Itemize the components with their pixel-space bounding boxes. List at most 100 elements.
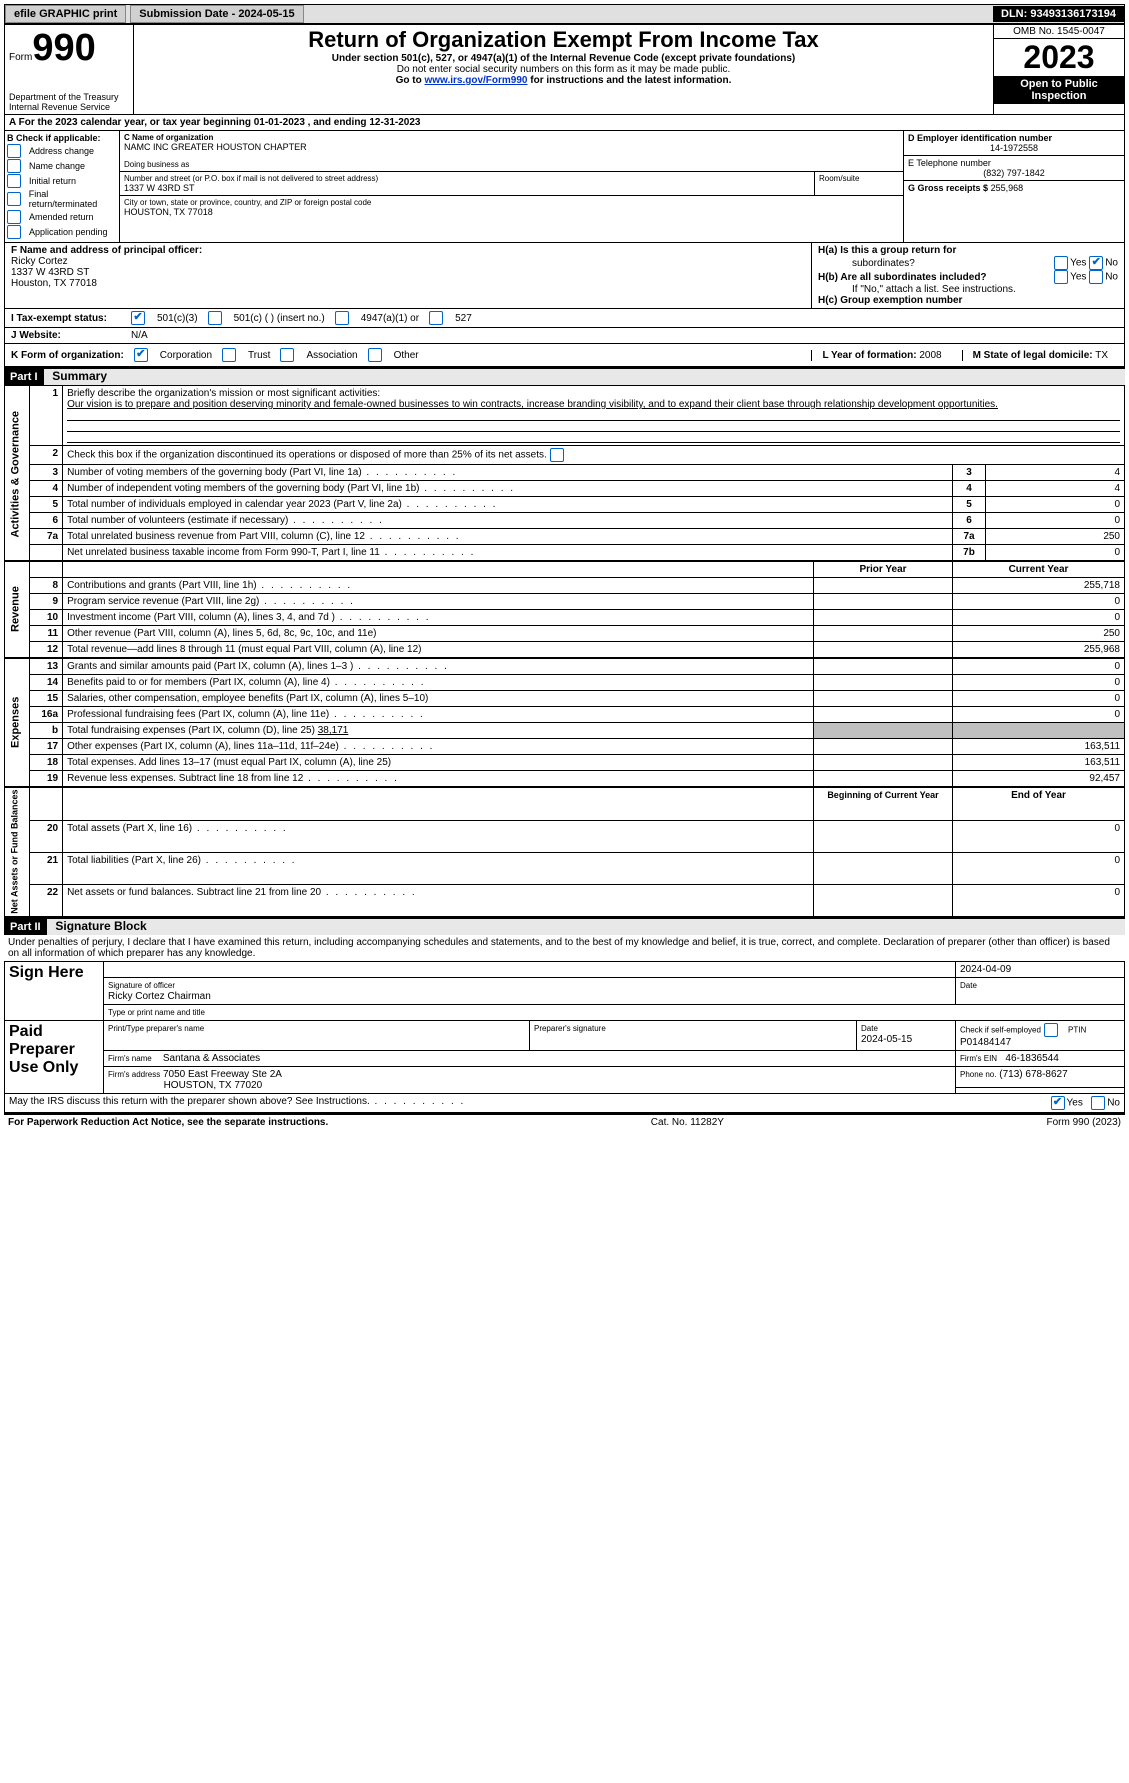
part1-header: Part I bbox=[4, 369, 44, 385]
checkbox-initial-return[interactable] bbox=[7, 174, 21, 188]
omb-number: OMB No. 1545-0047 bbox=[994, 25, 1124, 39]
gross-value: 255,968 bbox=[991, 183, 1024, 193]
v5: 0 bbox=[986, 497, 1125, 513]
checkbox-amended[interactable] bbox=[7, 210, 21, 224]
sig-officer-label: Signature of officer bbox=[108, 981, 175, 990]
efile-print-button[interactable]: efile GRAPHIC print bbox=[5, 5, 126, 23]
l2: Check this box if the organization disco… bbox=[67, 450, 547, 461]
subtitle-2: Do not enter social security numbers on … bbox=[140, 64, 987, 75]
l5: Total number of individuals employed in … bbox=[67, 499, 497, 510]
l11: Other revenue (Part VIII, column (A), li… bbox=[67, 628, 376, 639]
state-domicile: TX bbox=[1095, 350, 1108, 361]
section-a: A For the 2023 calendar year, or tax yea… bbox=[4, 115, 1125, 131]
footer-left: For Paperwork Reduction Act Notice, see … bbox=[8, 1117, 328, 1128]
print-label: Print/Type preparer's name bbox=[108, 1024, 204, 1033]
l10: Investment income (Part VIII, column (A)… bbox=[67, 612, 430, 623]
c9: 0 bbox=[953, 594, 1125, 610]
hdr-prior: Prior Year bbox=[814, 561, 953, 578]
l16a: Professional fundraising fees (Part IX, … bbox=[67, 709, 425, 720]
checkbox-name-change[interactable] bbox=[7, 159, 21, 173]
c14: 0 bbox=[953, 675, 1125, 691]
cb-discontinued[interactable] bbox=[550, 448, 564, 462]
footer: For Paperwork Reduction Act Notice, see … bbox=[4, 1113, 1125, 1130]
l8: Contributions and grants (Part VIII, lin… bbox=[67, 580, 352, 591]
declaration-text: Under penalties of perjury, I declare th… bbox=[4, 935, 1125, 961]
type-label: Type or print name and title bbox=[108, 1008, 205, 1017]
cb-self-employed[interactable] bbox=[1044, 1023, 1058, 1037]
date-label: Date bbox=[960, 981, 977, 990]
footer-right: Form 990 (2023) bbox=[1047, 1117, 1121, 1128]
c17: 163,511 bbox=[953, 739, 1125, 755]
l17: Other expenses (Part IX, column (A), lin… bbox=[67, 741, 434, 752]
l12: Total revenue—add lines 8 through 11 (mu… bbox=[67, 644, 421, 655]
checkbox-app-pending[interactable] bbox=[7, 225, 21, 239]
l13: Grants and similar amounts paid (Part IX… bbox=[67, 661, 449, 672]
part1-bar: Part I Summary bbox=[4, 367, 1125, 385]
l7b: Net unrelated business taxable income fr… bbox=[67, 547, 475, 558]
box-klm: K Form of organization: ✔Corporation Tru… bbox=[4, 344, 1125, 367]
officer-addr2: Houston, TX 77018 bbox=[11, 278, 805, 289]
l19: Revenue less expenses. Subtract line 18 … bbox=[67, 773, 399, 784]
mission-text: Our vision is to prepare and position de… bbox=[67, 399, 998, 410]
l16b: Total fundraising expenses (Part IX, col… bbox=[67, 725, 348, 736]
goto-line: Go to www.irs.gov/Form990 for instructio… bbox=[140, 75, 987, 86]
cb-4947[interactable] bbox=[335, 311, 349, 325]
form-header: Form990 Department of the Treasury Inter… bbox=[4, 24, 1125, 115]
box-i: I Tax-exempt status: ✔501(c)(3) 501(c) (… bbox=[4, 309, 1125, 328]
cb-discuss-yes[interactable]: ✔ bbox=[1051, 1096, 1065, 1110]
gross-label: G Gross receipts $ bbox=[908, 183, 988, 193]
street-value: 1337 W 43RD ST bbox=[124, 183, 810, 193]
city-label: City or town, state or province, country… bbox=[124, 198, 899, 207]
discuss-label: May the IRS discuss this return with the… bbox=[9, 1096, 465, 1107]
side-net: Net Assets or Fund Balances bbox=[5, 787, 30, 917]
cb-501c[interactable] bbox=[208, 311, 222, 325]
box-b: B Check if applicable: Address change Na… bbox=[5, 131, 120, 242]
self-emp-label: Check if self-employed bbox=[960, 1026, 1041, 1035]
hb-no-checkbox[interactable] bbox=[1089, 270, 1103, 284]
l22: Net assets or fund balances. Subtract li… bbox=[67, 887, 417, 898]
dln-label: DLN: 93493136173194 bbox=[993, 6, 1124, 22]
hdr-end: End of Year bbox=[953, 787, 1125, 820]
ha-yes-checkbox[interactable] bbox=[1054, 256, 1068, 270]
firm-phone: (713) 678-8627 bbox=[999, 1069, 1067, 1080]
ha-no-checkbox[interactable]: ✔ bbox=[1089, 256, 1103, 270]
checkbox-address-change[interactable] bbox=[7, 144, 21, 158]
form-number: 990 bbox=[32, 27, 95, 69]
hb-yes-checkbox[interactable] bbox=[1054, 270, 1068, 284]
signature-table: Sign Here 2024-04-09 Signature of office… bbox=[4, 961, 1125, 1113]
cb-assoc[interactable] bbox=[280, 348, 294, 362]
cb-501c3[interactable]: ✔ bbox=[131, 311, 145, 325]
cb-corp[interactable]: ✔ bbox=[134, 348, 148, 362]
ein-value: 14-1972558 bbox=[908, 143, 1120, 153]
c20: 0 bbox=[953, 820, 1125, 852]
dba-label: Doing business as bbox=[124, 160, 899, 169]
submission-date-button[interactable]: Submission Date - 2024-05-15 bbox=[130, 5, 303, 23]
l21: Total liabilities (Part X, line 26) bbox=[67, 855, 297, 866]
org-name-label: C Name of organization bbox=[124, 133, 899, 142]
hc-label: H(c) Group exemption number bbox=[818, 295, 1118, 306]
tax-year: 2023 bbox=[994, 39, 1124, 76]
form-title: Return of Organization Exempt From Incom… bbox=[140, 27, 987, 53]
c13: 0 bbox=[953, 658, 1125, 675]
cb-discuss-no[interactable] bbox=[1091, 1096, 1105, 1110]
cb-527[interactable] bbox=[429, 311, 443, 325]
box-b-title: B Check if applicable: bbox=[7, 133, 117, 143]
side-exp: Expenses bbox=[5, 658, 30, 787]
ptin: P01484147 bbox=[960, 1037, 1011, 1048]
l14: Benefits paid to or for members (Part IX… bbox=[67, 677, 425, 688]
officer-signer: Ricky Cortez Chairman bbox=[108, 991, 211, 1002]
cb-trust[interactable] bbox=[222, 348, 236, 362]
irs-link[interactable]: www.irs.gov/Form990 bbox=[424, 75, 527, 86]
l4: Number of independent voting members of … bbox=[67, 483, 515, 494]
cb-other[interactable] bbox=[368, 348, 382, 362]
checkbox-final-return[interactable] bbox=[7, 192, 21, 206]
v3: 4 bbox=[986, 465, 1125, 481]
summary-table: Activities & Governance 1 Briefly descri… bbox=[4, 385, 1125, 917]
c8: 255,718 bbox=[953, 578, 1125, 594]
website-value: N/A bbox=[131, 330, 148, 341]
room-label: Room/suite bbox=[819, 174, 899, 183]
hdr-beg: Beginning of Current Year bbox=[814, 787, 953, 820]
hb-note: If "No," attach a list. See instructions… bbox=[818, 284, 1118, 295]
org-name: NAMC INC GREATER HOUSTON CHAPTER bbox=[124, 142, 899, 152]
city-value: HOUSTON, TX 77018 bbox=[124, 207, 899, 217]
